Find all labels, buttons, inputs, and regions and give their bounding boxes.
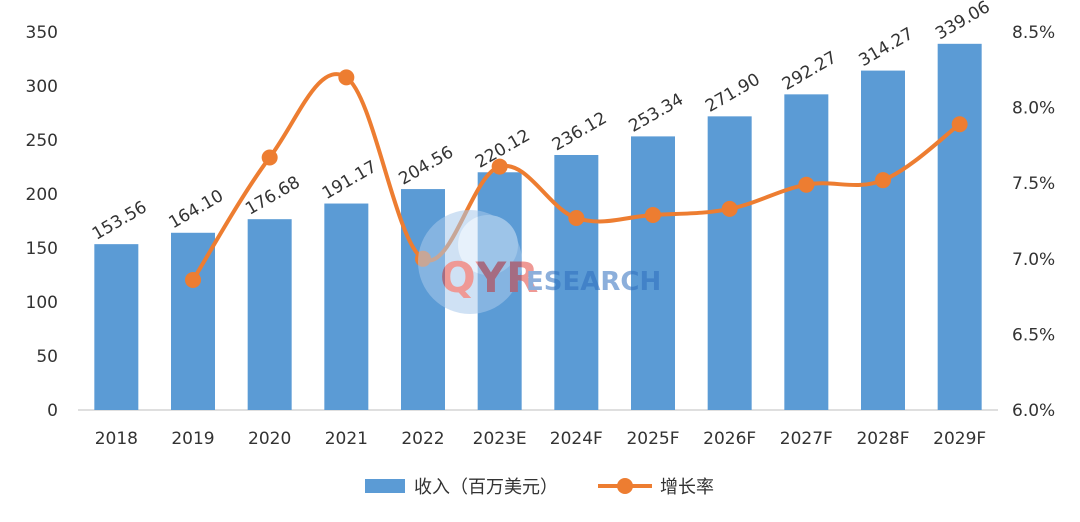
- revenue-bar: [631, 136, 675, 410]
- y-right-tick-label: 6.0%: [1012, 401, 1055, 421]
- revenue-data-label: 176.68: [242, 172, 304, 219]
- growth-rate-point: [261, 149, 278, 166]
- revenue-data-label: 164.10: [166, 186, 228, 233]
- y-right-tick-label: 7.0%: [1012, 250, 1055, 270]
- revenue-data-label: 204.56: [396, 142, 458, 189]
- y-right-tick-label: 8.0%: [1012, 99, 1055, 119]
- revenue-data-label: 314.27: [856, 24, 918, 71]
- revenue-bar: [94, 244, 139, 410]
- revenue-data-label: 191.17: [319, 157, 381, 204]
- legend-revenue-swatch: [365, 479, 405, 493]
- growth-rate-point: [491, 158, 508, 175]
- growth-rate-point: [798, 176, 815, 193]
- growth-rate-point: [338, 69, 355, 86]
- growth-rate-point: [568, 209, 585, 226]
- growth-rate-point: [185, 271, 201, 288]
- revenue-bar: [324, 203, 369, 410]
- revenue-bar: [937, 43, 982, 411]
- watermark-qyr: QYR: [440, 253, 538, 302]
- x-tick-label: 2023E: [473, 429, 527, 449]
- y-right-tick-label: 8.5%: [1012, 23, 1055, 43]
- y-left-tick-label: 250: [26, 131, 58, 151]
- legend-revenue-label: 收入（百万美元）: [414, 477, 558, 498]
- revenue-data-label: 236.12: [549, 108, 611, 155]
- x-tick-label: 2018: [95, 429, 138, 449]
- revenue-data-label: 271.90: [702, 70, 764, 117]
- x-tick-label: 2029F: [933, 429, 986, 449]
- revenue-bar: [171, 232, 215, 410]
- x-tick-label: 2028F: [856, 429, 909, 449]
- revenue-data-label: 153.56: [89, 197, 151, 244]
- revenue-bar: [707, 116, 752, 411]
- growth-rate-point: [951, 116, 968, 133]
- y-left-tick-label: 150: [26, 239, 58, 259]
- y-left-tick-label: 100: [26, 293, 58, 313]
- growth-rate-point: [645, 206, 661, 223]
- y-left-tick-label: 300: [26, 77, 58, 97]
- x-tick-label: 2019: [171, 429, 214, 449]
- x-tick-label: 2026F: [703, 429, 756, 449]
- y-left-tick-label: 350: [26, 23, 58, 43]
- revenue-data-label: 253.34: [626, 90, 688, 137]
- x-tick-label: 2020: [248, 429, 291, 449]
- revenue-data-label: 339.06: [932, 0, 994, 44]
- x-tick-label: 2027F: [780, 429, 833, 449]
- revenue-bar: [247, 219, 292, 410]
- revenue-bar: [861, 70, 905, 410]
- watermark-research: ESEARCH: [526, 267, 661, 297]
- y-left-tick-label: 0: [47, 401, 58, 421]
- y-left-tick-label: 50: [36, 347, 58, 367]
- x-tick-label: 2024F: [550, 429, 603, 449]
- revenue-data-label: 292.27: [779, 48, 841, 95]
- growth-rate-point: [721, 200, 738, 217]
- revenue-bar: [784, 94, 829, 411]
- x-tick-label: 2021: [325, 429, 368, 449]
- legend-growth-label: 增长率: [660, 477, 714, 498]
- y-left-tick-label: 200: [26, 185, 58, 205]
- x-tick-label: 2022: [401, 429, 444, 449]
- legend-growth-marker: [617, 478, 633, 494]
- revenue-bar: [554, 154, 599, 410]
- growth-rate-point: [875, 172, 891, 189]
- x-tick-label: 2025F: [626, 429, 679, 449]
- y-right-tick-label: 7.5%: [1012, 174, 1055, 194]
- y-right-tick-label: 6.5%: [1012, 325, 1055, 345]
- watermark-globe-highlight: [458, 215, 518, 275]
